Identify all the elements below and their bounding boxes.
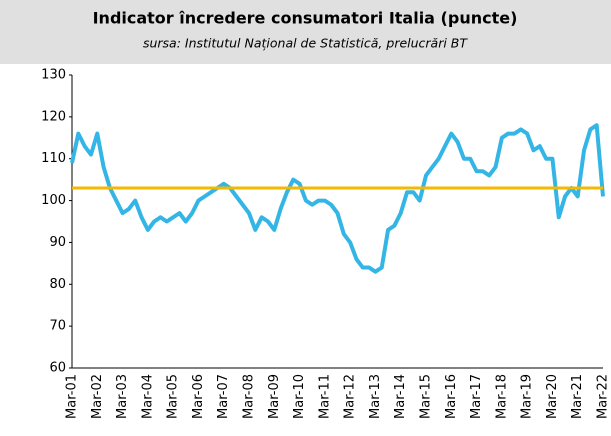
chart-title: Indicator încredere consumatori Italia (…	[93, 9, 518, 28]
y-tick-label: 100	[41, 193, 66, 208]
x-tick-label: Mar-22	[596, 374, 611, 419]
x-tick-label: Mar-07	[216, 374, 231, 419]
y-tick-label: 90	[49, 235, 66, 250]
x-tick-label: Mar-18	[494, 374, 509, 419]
y-tick-label: 130	[41, 68, 66, 83]
y-tick-label: 70	[49, 319, 66, 334]
y-tick-label: 80	[49, 277, 66, 292]
x-tick-label: Mar-05	[166, 374, 181, 419]
x-tick-label: Mar-08	[242, 374, 257, 419]
x-tick-label: Mar-10	[292, 374, 307, 419]
x-tick-label: Mar-04	[140, 374, 155, 419]
x-tick-label: Mar-06	[191, 374, 206, 419]
chart-subtitle: sursa: Institutul Național de Statistică…	[143, 36, 468, 51]
title-box	[0, 0, 611, 64]
x-tick-label: Mar-20	[545, 374, 560, 419]
series-line	[70, 123, 605, 274]
x-tick-label: Mar-21	[570, 374, 585, 419]
x-tick-label: Mar-16	[444, 374, 459, 419]
x-tick-label: Mar-14	[393, 374, 408, 419]
x-tick-label: Mar-15	[419, 374, 434, 419]
x-tick-label: Mar-09	[267, 374, 282, 419]
x-tick-label: Mar-01	[65, 374, 80, 419]
y-tick-label: 60	[49, 361, 66, 376]
x-tick-label: Mar-19	[520, 374, 535, 419]
x-tick-label: Mar-02	[90, 374, 105, 419]
x-tick-label: Mar-13	[368, 374, 383, 419]
x-tick-label: Mar-12	[343, 374, 358, 419]
x-tick-label: Mar-03	[115, 374, 130, 419]
x-tick-label: Mar-11	[317, 374, 332, 419]
y-tick-label: 120	[41, 109, 66, 124]
y-tick-label: 110	[41, 151, 66, 166]
x-tick-label: Mar-17	[469, 374, 484, 419]
